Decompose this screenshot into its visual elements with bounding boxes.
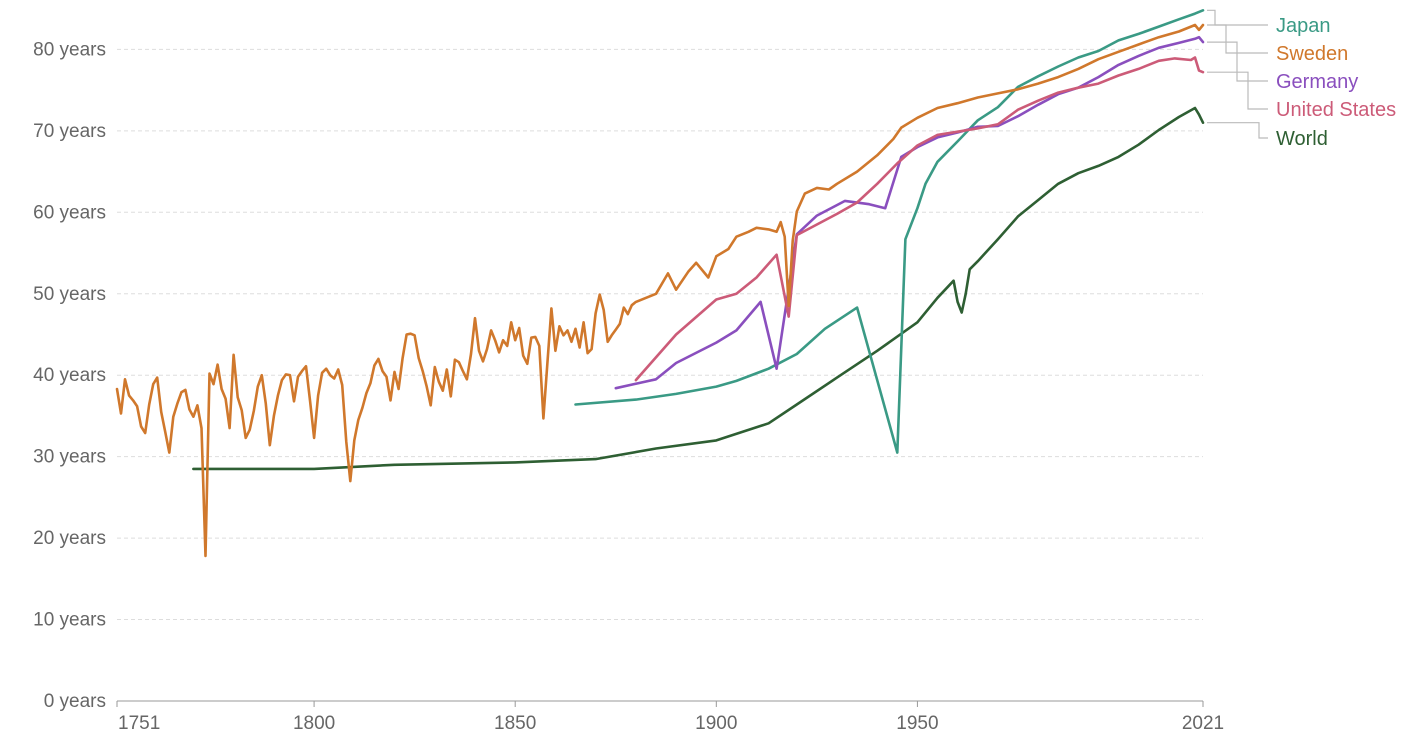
y-tick-label: 80 years [33, 39, 106, 60]
legend-connector [1207, 41, 1268, 82]
legend-label-world: World [1276, 128, 1328, 150]
x-tick-label: 1751 [118, 713, 160, 734]
x-tick-label: 1850 [494, 713, 536, 734]
y-tick-label: 70 years [33, 121, 106, 142]
y-tick-label: 30 years [33, 447, 106, 468]
legend-connector [1207, 122, 1268, 139]
x-tick-label: 1950 [896, 713, 938, 734]
series-line-world [192, 106, 1205, 471]
series-line-japan [574, 9, 1205, 454]
series-line-united-states [634, 56, 1205, 382]
legend-connector [1207, 24, 1268, 54]
legend-label-sweden: Sweden [1276, 43, 1348, 65]
legend-label-united-states: United States [1276, 99, 1396, 121]
y-tick-label: 50 years [33, 284, 106, 305]
y-tick-label: 0 years [44, 691, 106, 712]
legend-connector [1207, 71, 1268, 110]
x-tick-label: 1900 [695, 713, 737, 734]
x-axis-tick-labels: 1751 1800 1850 1900 1950 2021 [118, 713, 1224, 734]
y-tick-label: 10 years [33, 610, 106, 631]
grid-lines [117, 48, 1203, 621]
legend-connector [1207, 9, 1268, 26]
legend: Japan Sweden Germany United States World [1207, 9, 1396, 150]
series-line-germany [614, 35, 1205, 390]
x-axis [116, 700, 1204, 707]
legend-label-germany: Germany [1276, 71, 1358, 93]
legend-label-japan: Japan [1276, 15, 1331, 37]
x-tick-label: 1800 [293, 713, 335, 734]
x-tick-label: 2021 [1182, 713, 1224, 734]
y-axis-tick-labels: 0 years 10 years 20 years 30 years 40 years 5… [33, 39, 106, 712]
y-tick-label: 20 years [33, 528, 106, 549]
series-lines [115, 9, 1205, 558]
series-line-sweden [115, 23, 1205, 558]
y-tick-label: 40 years [33, 365, 106, 386]
y-tick-label: 60 years [33, 202, 106, 223]
